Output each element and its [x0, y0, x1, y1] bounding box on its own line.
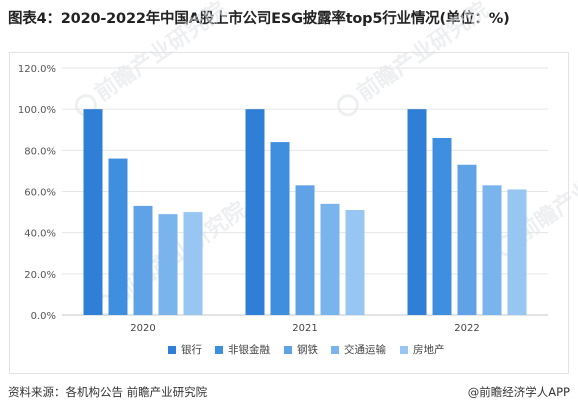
bar-2022-非银金融 — [432, 137, 452, 315]
bar-2022-房地产 — [507, 189, 527, 315]
bar-2021-非银金融 — [270, 142, 290, 315]
bar-2022-钢铁 — [457, 164, 477, 315]
page-title: 图表4：2020-2022年中国A股上市公司ESG披露率top5行业情况(单位：… — [8, 11, 510, 27]
bar-2020-非银金融 — [108, 158, 128, 315]
y-axis: 0.0% 20.0% 40.0% 60.0% 80.0% 100.0% 120.0% — [18, 64, 56, 322]
y-tick-label: 40.0% — [24, 229, 56, 240]
legend-label: 钢铁 — [297, 343, 318, 356]
legend-swatch — [400, 346, 408, 354]
legend-swatch — [168, 346, 176, 354]
y-tick-label: 0.0% — [31, 311, 56, 322]
footer-source: 资料来源：各机构公告 前瞻产业研究院 — [8, 385, 208, 399]
bar-2020-交通运输 — [158, 214, 178, 315]
x-tick-label: 2021 — [292, 323, 317, 334]
y-tick-label: 20.0% — [24, 270, 56, 281]
bar-2022-银行 — [407, 109, 427, 316]
bar-2022-交通运输 — [482, 185, 502, 315]
x-axis: 2020 2021 2022 — [130, 323, 479, 334]
bar-2020-房地产 — [183, 212, 203, 315]
bar-2021-房地产 — [345, 210, 365, 315]
legend-label: 房地产 — [413, 343, 445, 356]
legend: 银行 非银金融 钢铁 交通运输 房地产 — [168, 343, 445, 356]
y-tick-label: 60.0% — [24, 188, 56, 199]
y-tick-label: 80.0% — [24, 146, 56, 157]
x-tick-label: 2022 — [454, 323, 479, 334]
legend-label: 银行 — [181, 343, 202, 356]
bars-layer — [83, 109, 527, 316]
bar-2021-钢铁 — [295, 185, 315, 315]
y-tick-label: 120.0% — [18, 64, 56, 75]
x-tick-label: 2020 — [130, 323, 155, 334]
bar-2020-银行 — [83, 109, 103, 316]
legend-swatch — [284, 346, 292, 354]
bar-2020-钢铁 — [133, 205, 153, 315]
legend-swatch — [215, 346, 223, 354]
footer-brand: @前瞻经济学人APP — [467, 385, 570, 399]
y-tick-label: 100.0% — [18, 105, 56, 116]
legend-label: 交通运输 — [344, 343, 386, 356]
bar-2021-银行 — [245, 109, 265, 316]
legend-label: 非银金融 — [228, 343, 270, 356]
legend-swatch — [331, 346, 339, 354]
bar-2021-交通运输 — [320, 203, 340, 315]
